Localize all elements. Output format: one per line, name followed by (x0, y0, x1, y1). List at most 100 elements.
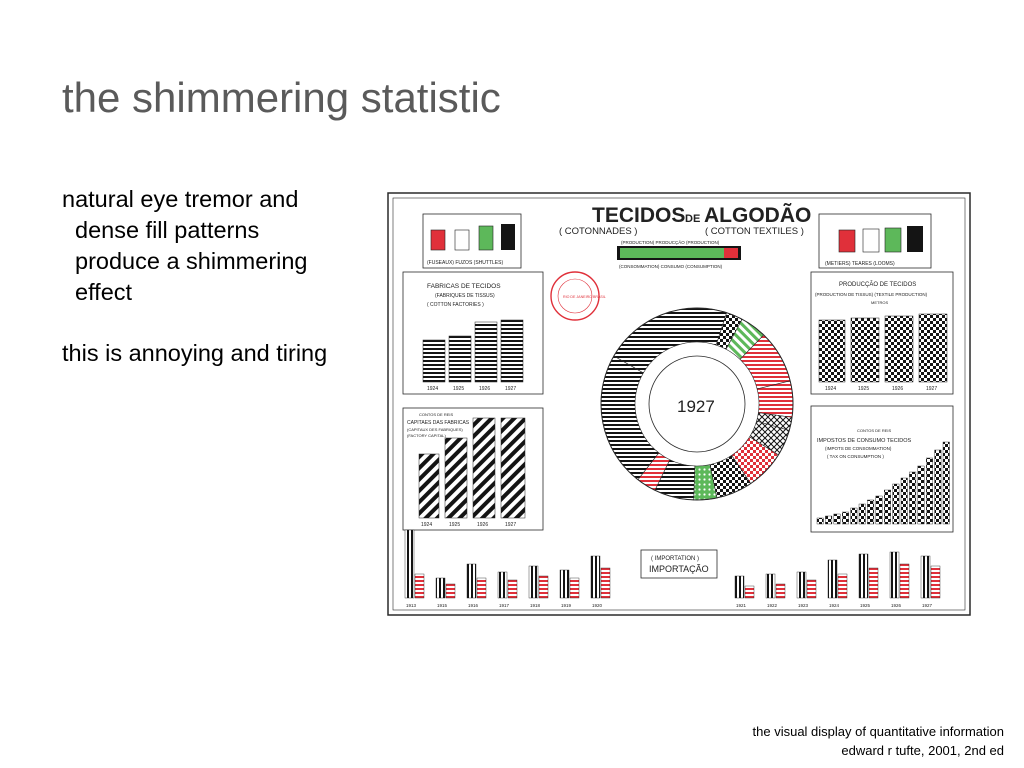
import-bar-black (734, 575, 745, 599)
capitals-title: CAPITAES DAS FABRICAS (407, 420, 470, 426)
tax-bar (934, 449, 942, 525)
tax-bar (884, 489, 891, 525)
capitals-panel: CONTOS DE REIS CAPITAES DAS FABRICAS (CA… (402, 407, 544, 531)
shuttles-panel: (FUSEAUX) FUZOS (SHUTTLES) (422, 213, 522, 269)
import-bar-red (868, 567, 879, 599)
import-bar-red (806, 579, 817, 599)
tax-bar (892, 483, 900, 525)
figure-title-de: DE (685, 213, 700, 225)
looms-label: (METIERS) TEARES (LOOMS) (825, 261, 895, 267)
import-bar-black (466, 563, 477, 599)
import-bar-black (435, 577, 446, 599)
import-bar-black (404, 529, 415, 599)
production-bar-red (724, 248, 738, 258)
textile-year-1: 1924 (825, 386, 836, 392)
taxes-title: IMPOSTOS DE CONSUMO TECIDOS (817, 438, 912, 444)
import-year-left: 1920 (592, 603, 603, 608)
capitals-year-2: 1925 (449, 522, 460, 528)
import-bar-black (889, 551, 900, 599)
import-year-right: 1927 (922, 603, 933, 608)
tax-bar (816, 517, 824, 525)
consumption-label: (CONSOMMATION) CONSUMO (CONSUMPTION) (619, 264, 723, 269)
import-year-right: 1922 (767, 603, 778, 608)
import-bar-red (899, 563, 910, 599)
import-year-right: 1924 (829, 603, 840, 608)
figure-subtitle-left: ( COTONNADES ) (559, 226, 637, 237)
donut-chart (600, 307, 794, 501)
import-bar-red (837, 573, 848, 599)
taxes-sub2: (IMPOTS DE CONSOMMATION) (825, 446, 892, 451)
factories-panel: FABRICAS DE TECIDOS (FABRIQUES DE TISSUS… (402, 271, 544, 395)
citation-book: the visual display of quantitative infor… (752, 724, 1004, 739)
import-label-box: ( IMPORTATION ) IMPORTAÇÃO (640, 549, 718, 579)
tax-bar (942, 441, 950, 525)
import-year-left: 1916 (468, 603, 479, 608)
import-bar-red (600, 567, 611, 599)
shuttles-label: (FUSEAUX) FUZOS (SHUTTLES) (427, 260, 503, 266)
tax-bar (875, 495, 883, 525)
bullet-list: natural eye tremor and dense fill patter… (62, 184, 332, 399)
capitals-year-1: 1924 (421, 522, 432, 528)
textile-year-3: 1926 (892, 386, 903, 392)
capitals-sub1: CONTOS DE REIS (419, 412, 453, 417)
import-label-1: ( IMPORTATION ) (651, 556, 699, 562)
import-bar-red (507, 579, 518, 599)
import-bar-red (744, 585, 755, 599)
taxes-sub3: ( TAX ON CONSUMPTION ) (827, 454, 884, 459)
capitals-year-3: 1926 (477, 522, 488, 528)
import-label-2: IMPORTAÇÃO (649, 564, 709, 574)
factories-year-1: 1924 (427, 386, 438, 392)
import-year-left: 1913 (406, 603, 417, 608)
import-year-left: 1918 (530, 603, 541, 608)
tax-bar (833, 513, 841, 525)
citation-author: edward r tufte, 2001, 2nd ed (841, 743, 1004, 758)
seal: RIO DE JANEIRO BRASIL (550, 271, 606, 321)
figure-title-end: ALGODÃO (704, 204, 811, 227)
production-label: (PRODUCTION) PRODUCÇÃO (PRODUCTION) (621, 239, 720, 245)
seal-text: RIO DE JANEIRO BRASIL (563, 295, 606, 299)
tax-bar (825, 515, 833, 525)
import-bar-black (528, 565, 539, 599)
factories-year-4: 1927 (505, 386, 516, 392)
import-bar-red (476, 577, 487, 599)
tax-bar (917, 465, 925, 525)
textile-year-2: 1925 (858, 386, 869, 392)
tax-bars (816, 441, 950, 525)
import-bar-black (765, 573, 776, 599)
factories-year-3: 1926 (479, 386, 490, 392)
bullet-eye-tremor: natural eye tremor and dense fill patter… (62, 186, 308, 305)
import-bar-red (930, 565, 941, 599)
tax-bar (909, 471, 917, 525)
tax-bar (867, 499, 875, 525)
import-bar-black (920, 555, 931, 599)
tax-bar (850, 507, 858, 525)
import-year-right: 1921 (736, 603, 747, 608)
tax-bar (858, 503, 866, 525)
bullet-annoying: this is annoying and tiring (62, 340, 328, 366)
import-year-right: 1926 (891, 603, 902, 608)
import-year-left: 1915 (437, 603, 448, 608)
factories-sub1: (FABRIQUES DE TISSUS) (435, 293, 495, 299)
textile-production-panel: PRODUCÇÃO DE TECIDOS (PRODUCTION DE TISS… (810, 271, 954, 395)
textile-prod-unit: METROS (871, 300, 888, 305)
import-bar-red (414, 573, 425, 599)
donut-outer-ring (600, 307, 794, 501)
import-year-left: 1919 (561, 603, 572, 608)
cotton-textiles-infographic: TECIDOS DE ALGODÃO ( COTONNADES ) ( COTT… (387, 192, 971, 616)
import-bar-black (827, 559, 838, 599)
import-year-right: 1923 (798, 603, 809, 608)
import-bar-black (858, 553, 869, 599)
capitals-sub2: (CAPITAUX DES FABRIQUES) (407, 427, 463, 432)
factories-year-2: 1925 (453, 386, 464, 392)
figure-inner-frame (392, 197, 966, 611)
import-bar-red (445, 583, 456, 599)
import-bar-red (775, 583, 786, 599)
import-bar-black (497, 571, 508, 599)
tax-bar (926, 457, 933, 525)
import-bar-black (559, 569, 570, 599)
factories-title: FABRICAS DE TECIDOS (427, 283, 501, 290)
capitals-year-4: 1927 (505, 522, 516, 528)
import-bars: 1913 1915 1916 1917 1918 1919 1920 1921 1922 1923… (404, 529, 941, 608)
slide-title: the shimmering statistic (62, 74, 501, 121)
import-year-left: 1917 (499, 603, 510, 608)
